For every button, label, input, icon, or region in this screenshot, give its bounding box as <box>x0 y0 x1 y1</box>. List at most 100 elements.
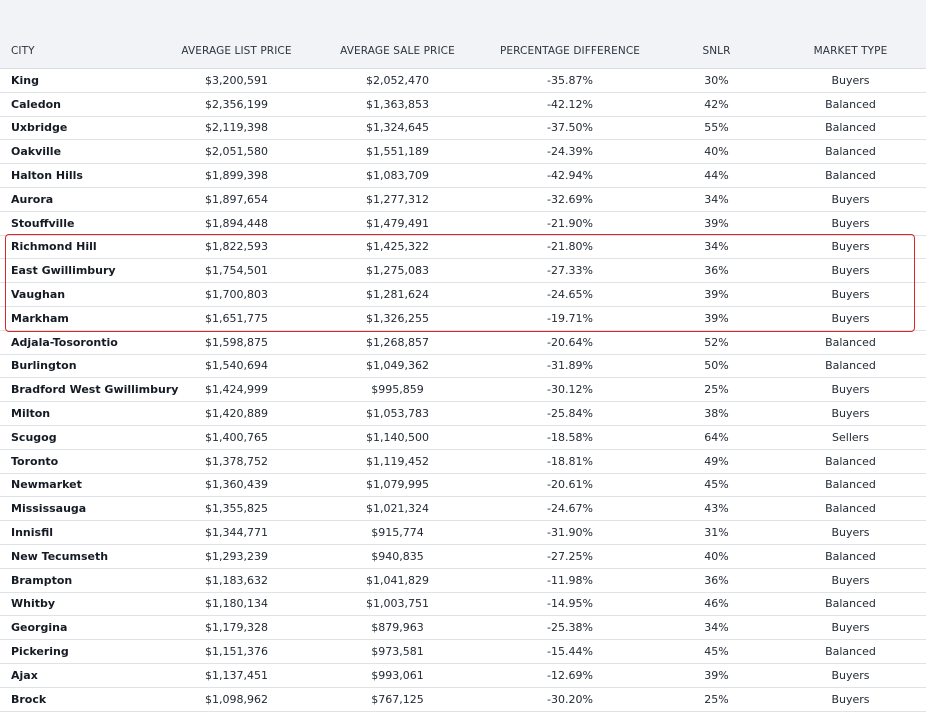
snlr-cell: 55% <box>704 121 729 135</box>
list-price-cell: $1,360,439 <box>205 478 268 492</box>
snlr-cell: 34% <box>704 240 729 254</box>
table-row: Brampton $1,183,632 $1,041,829 -11.98% 36% Bu… <box>0 569 926 593</box>
market-type-cell: Balanced <box>825 145 876 159</box>
list-price-cell: $1,899,398 <box>205 169 268 183</box>
table-row: King $3,200,591 $2,052,470 -35.87% 30% Buyers <box>0 69 926 93</box>
sale-price-cell: $940,835 <box>371 549 424 563</box>
header-average-list-price: AVERAGE LIST PRICE <box>181 45 292 57</box>
list-price-cell: $1,651,775 <box>205 311 268 325</box>
market-type-cell: Buyers <box>831 288 870 302</box>
percentage-difference-cell: -18.81% <box>547 454 593 468</box>
list-price-cell: $2,051,580 <box>205 145 268 159</box>
list-price-cell: $3,200,591 <box>205 73 268 87</box>
city-cell: Toronto <box>11 454 59 468</box>
percentage-difference-cell: -24.65% <box>547 288 593 302</box>
market-type-cell: Buyers <box>831 264 870 278</box>
city-cell: Brock <box>11 692 47 706</box>
city-cell: Pickering <box>11 645 69 659</box>
market-type-cell: Balanced <box>825 454 876 468</box>
snlr-cell: 40% <box>704 145 729 159</box>
market-type-cell: Buyers <box>831 383 870 397</box>
snlr-cell: 64% <box>704 430 729 444</box>
percentage-difference-cell: -27.25% <box>547 549 593 563</box>
percentage-difference-cell: -15.44% <box>547 645 593 659</box>
city-cell: Aurora <box>11 192 54 206</box>
snlr-cell: 45% <box>704 645 729 659</box>
percentage-difference-cell: -42.12% <box>547 97 593 111</box>
sale-price-cell: $1,326,255 <box>366 311 429 325</box>
sale-price-cell: $995,859 <box>371 383 424 397</box>
table-row: Richmond Hill $1,822,593 $1,425,322 -21.80%… <box>0 236 926 260</box>
table-row: Halton Hills $1,899,398 $1,083,709 -42.94% 4… <box>0 164 926 188</box>
snlr-cell: 45% <box>704 478 729 492</box>
sale-price-cell: $1,281,624 <box>366 288 429 302</box>
percentage-difference-cell: -21.90% <box>547 216 593 230</box>
percentage-difference-cell: -30.12% <box>547 383 593 397</box>
market-type-cell: Buyers <box>831 621 870 635</box>
market-type-cell: Buyers <box>831 216 870 230</box>
snlr-cell: 49% <box>704 454 729 468</box>
market-type-cell: Balanced <box>825 335 876 349</box>
market-type-cell: Buyers <box>831 311 870 325</box>
snlr-cell: 43% <box>704 502 729 516</box>
market-type-cell: Balanced <box>825 549 876 563</box>
city-cell: Adjala-Tosorontio <box>11 335 118 349</box>
sale-price-cell: $1,324,645 <box>366 121 429 135</box>
city-cell: Bradford West Gwillimbury <box>11 383 179 397</box>
snlr-cell: 39% <box>704 216 729 230</box>
snlr-cell: 44% <box>704 169 729 183</box>
market-type-cell: Buyers <box>831 526 870 540</box>
table-row: Innisfil $1,344,771 $915,774 -31.90% 31% Buye… <box>0 521 926 545</box>
sale-price-cell: $1,041,829 <box>366 573 429 587</box>
city-cell: Vaughan <box>11 288 66 302</box>
sale-price-cell: $2,052,470 <box>366 73 429 87</box>
table-row: Scugog $1,400,765 $1,140,500 -18.58% 64% Sell… <box>0 426 926 450</box>
sale-price-cell: $1,003,751 <box>366 597 429 611</box>
sale-price-cell: $1,275,083 <box>366 264 429 278</box>
list-price-cell: $1,598,875 <box>205 335 268 349</box>
list-price-cell: $1,355,825 <box>205 502 268 516</box>
city-cell: King <box>11 73 39 87</box>
table-row: Bradford West Gwillimbury $1,424,999 $995,… <box>0 378 926 403</box>
market-type-cell: Buyers <box>831 668 870 682</box>
table-row: Aurora $1,897,654 $1,277,312 -32.69% 34% Buye… <box>0 188 926 212</box>
table-body: King $3,200,591 $2,052,470 -35.87% 30% Buyers… <box>0 69 926 712</box>
percentage-difference-cell: -31.89% <box>547 359 593 373</box>
list-price-cell: $1,378,752 <box>205 454 268 468</box>
table-row: New Tecumseth $1,293,239 $940,835 -27.25% 40… <box>0 545 926 569</box>
city-cell: Ajax <box>11 668 38 682</box>
sale-price-cell: $1,277,312 <box>366 192 429 206</box>
percentage-difference-cell: -37.50% <box>547 121 593 135</box>
list-price-cell: $1,293,239 <box>205 549 268 563</box>
snlr-cell: 39% <box>704 311 729 325</box>
sale-price-cell: $1,140,500 <box>366 430 429 444</box>
sale-price-cell: $973,581 <box>371 645 424 659</box>
snlr-cell: 42% <box>704 97 729 111</box>
snlr-cell: 25% <box>704 692 729 706</box>
market-type-cell: Sellers <box>832 430 869 444</box>
city-cell: Whitby <box>11 597 56 611</box>
header-city: CITY <box>11 45 35 57</box>
city-cell: Georgina <box>11 621 68 635</box>
sale-price-cell: $1,049,362 <box>366 359 429 373</box>
table-row: East Gwillimbury $1,754,501 $1,275,083 -27.… <box>0 259 926 284</box>
table-row: Milton $1,420,889 $1,053,783 -25.84% 38% Buye… <box>0 402 926 426</box>
table-row: Ajax $1,137,451 $993,061 -12.69% 39% Buyers <box>0 664 926 688</box>
market-type-cell: Balanced <box>825 97 876 111</box>
snlr-cell: 30% <box>704 73 729 87</box>
percentage-difference-cell: -30.20% <box>547 692 593 706</box>
percentage-difference-cell: -12.69% <box>547 668 593 682</box>
list-price-cell: $1,754,501 <box>205 264 268 278</box>
percentage-difference-cell: -32.69% <box>547 192 593 206</box>
city-cell: Brampton <box>11 573 73 587</box>
header-percentage-difference: PERCENTAGE DIFFERENCE <box>499 45 640 57</box>
snlr-cell: 46% <box>704 597 729 611</box>
percentage-difference-cell: -24.67% <box>547 502 593 516</box>
percentage-difference-cell: -21.80% <box>547 240 593 254</box>
table-header: CITY AVERAGE LIST PRICE AVERAGE SALE PRI… <box>0 0 926 69</box>
city-cell: Innisfil <box>11 526 53 540</box>
city-cell: Newmarket <box>11 478 82 492</box>
percentage-difference-cell: -11.98% <box>547 573 593 587</box>
snlr-cell: 34% <box>704 192 729 206</box>
